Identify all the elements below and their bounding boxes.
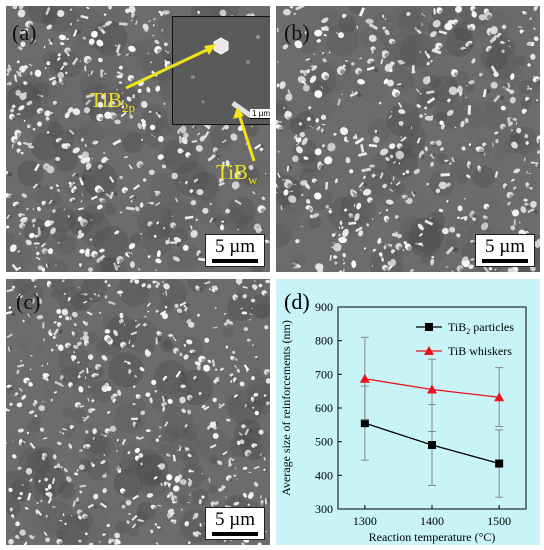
- y-tick-label: 900: [315, 300, 333, 314]
- legend-marker: [424, 346, 434, 355]
- annotation-tib-whisker: TiBw: [216, 160, 258, 188]
- annotation-tib2-particle: TiB2p: [90, 88, 135, 116]
- series-tib-whiskers: [359, 336, 505, 433]
- plot-area: 300 400 500 600 700 800 900 1300 1400 1500 TiB2 pa…: [315, 300, 527, 528]
- x-tick-label: 1300: [353, 514, 377, 528]
- x-axis-label: Reaction temperature (°C): [369, 530, 496, 544]
- chart-svg: (d) Average size of reinforcements (nm) …: [279, 289, 527, 544]
- inset-image: [191, 35, 260, 118]
- x-tick-label: 1500: [487, 514, 511, 528]
- panel-label-d: (d): [284, 289, 310, 314]
- x-tick-label: 1400: [420, 514, 444, 528]
- data-point: [359, 373, 370, 383]
- inset-high-magnification: 1 µm: [172, 16, 270, 125]
- sem-panel-b: (b) 5 µm: [276, 6, 540, 272]
- data-point: [427, 384, 437, 394]
- sem-texture-c: [6, 279, 270, 545]
- y-axis-label: Average size of reinforcements (nm): [279, 320, 293, 496]
- y-tick-label: 400: [315, 468, 333, 482]
- y-tick-label: 600: [315, 401, 333, 415]
- data-point: [428, 441, 436, 450]
- legend-label: TiB2 particles: [448, 320, 514, 336]
- y-tick-label: 700: [315, 367, 333, 381]
- y-tick-label: 800: [315, 334, 333, 348]
- scale-bar-c: 5 µm: [205, 507, 265, 540]
- legend-label: TiB whiskers: [448, 344, 512, 358]
- legend: TiB2 particles TiB whiskers: [416, 320, 514, 358]
- data-point: [495, 459, 504, 468]
- y-tick-label: 500: [315, 435, 333, 449]
- y-tick-label: 300: [315, 502, 333, 516]
- annotation-arrows: [125, 44, 256, 162]
- panel-label-c: (c): [16, 289, 41, 314]
- legend-marker: [425, 323, 433, 331]
- panel-label-b: (b): [284, 20, 310, 45]
- sem-panel-c: (c) 5 µm: [6, 279, 270, 545]
- data-point: [360, 419, 369, 428]
- scale-bar-b: 5 µm: [475, 234, 535, 267]
- chart-panel-d: (d) Average size of reinforcements (nm) …: [276, 279, 540, 545]
- sem-panel-a: (a) 1 µm TiB2p TiBw 5 µm: [6, 6, 270, 272]
- data-point: [494, 392, 505, 402]
- scale-bar-a: 5 µm: [205, 234, 265, 267]
- panel-label-a: (a): [12, 20, 37, 45]
- sem-texture-b: [276, 6, 540, 272]
- inset-scale-bar: 1 µm: [250, 109, 270, 119]
